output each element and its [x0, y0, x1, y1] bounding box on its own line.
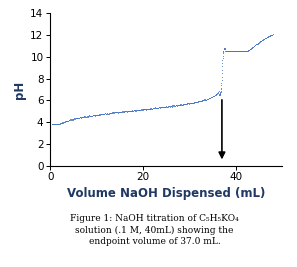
X-axis label: Volume NaOH Dispensed (mL): Volume NaOH Dispensed (mL): [67, 187, 266, 200]
Text: Figure 1: NaOH titration of C₅H₅KO₄
solution (.1 M, 40mL) showing the
endpoint v: Figure 1: NaOH titration of C₅H₅KO₄ solu…: [70, 214, 239, 246]
Y-axis label: pH: pH: [13, 80, 26, 99]
